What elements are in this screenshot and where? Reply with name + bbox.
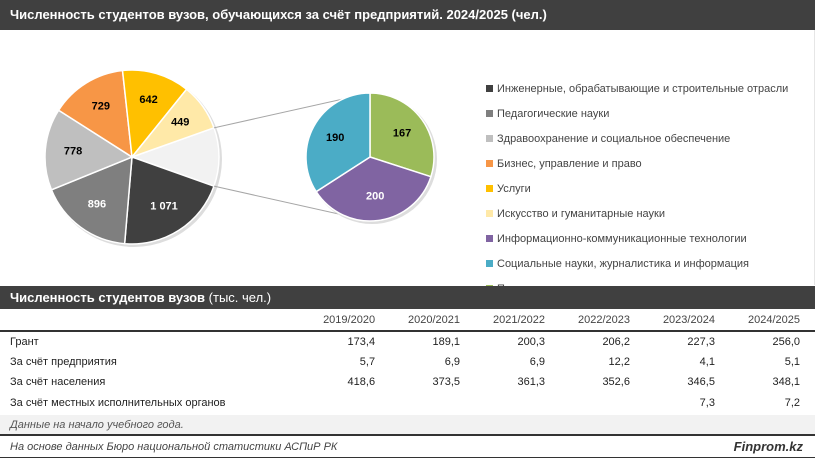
legend-label: Социальные науки, журналистика и информа… [497,257,749,270]
legend-item: Социальные науки, журналистика и информа… [486,251,788,276]
column-header: 2023/2024 [644,310,730,332]
legend-label: Бизнес, управление и право [497,157,642,170]
column-header: 2020/2021 [390,310,476,332]
table-cell: 7,2 [784,396,800,409]
column-header: 2019/2020 [305,310,391,332]
pie-of-pie-chart: 1 071 896 778 729 642 449 167 200 190 [44,69,437,247]
table-cell: 352,6 [602,376,630,389]
pie-slice [123,155,215,245]
brand-logo[interactable]: Finprom.kz [733,439,803,454]
table-cell: 12,2 [608,355,630,368]
pie-data-label: 449 [171,117,189,129]
table-cell [390,393,475,414]
table-cell: 6,9 [444,355,461,368]
legend-item: Здравоохранение и социальное обеспечение [486,126,788,151]
chart-area: 1 071 896 778 729 642 449 167 200 190 Инженерные… [0,30,815,295]
legend-item: Педагогические науки [486,101,788,126]
table-cell: 6,9 [529,355,545,368]
row-label: За счёт населения [10,376,106,389]
table-cell: 418,6 [347,376,376,389]
legend-item: Искусство и гуманитарные науки [486,201,788,226]
table-cell: 5,7 [359,355,376,368]
table-cell: 5,1 [784,355,800,368]
row-label: Грант [10,335,39,348]
table-cell: 206,2 [602,335,630,348]
pie-slice [44,109,134,191]
pie-slice [129,88,215,159]
table-header-row: 2019/2020 2020/2021 2021/2022 2022/2023 2023… [0,310,815,332]
table-cell: 346,5 [687,376,715,389]
chart-title: Численность студентов вузов, обучающихся… [0,0,815,30]
secondary-pie-slice [369,92,435,178]
pie-data-label: 896 [88,199,106,211]
legend-label: Педагогические науки [497,107,610,120]
table-title: Численность студентов вузов (тыс. чел.) [0,286,815,309]
table-row: За счёт местных исполнительных органов 7,… [0,393,815,414]
secondary-pie-data-label: 167 [393,128,411,140]
table-cell [475,393,560,414]
legend-label: Информационно-коммуникационные технологи… [497,232,747,245]
legend-item: Инженерные, обрабатывающие и строительны… [486,76,788,101]
legend-swatch-icon [486,210,493,217]
secondary-pie-data-label: 190 [326,132,344,144]
legend-swatch-icon [486,160,493,167]
column-header: 2022/2023 [560,310,645,332]
pie-slice [50,155,133,245]
secondary-pie-slice [305,92,371,193]
column-header: 2021/2022 [475,310,560,332]
legend-label: Здравоохранение и социальное обеспечение [497,132,731,145]
pie-data-label: 729 [92,101,110,113]
table-cell: 373,5 [432,376,461,389]
table-unit: (тыс. чел.) [208,290,272,305]
table-cell: 200,3 [517,335,545,348]
secondary-pie-data-label: 200 [366,190,384,202]
table-note: Данные на начало учебного года. [0,415,815,436]
table-row: За счёт населения 418,6 373,5 361,3 352,6 346… [0,372,815,393]
secondary-pie-slice [315,156,432,222]
table-cell [560,393,645,414]
legend-item: Информационно-коммуникационные технологи… [486,226,788,251]
legend-swatch-icon [486,110,493,117]
legend-label: Искусство и гуманитарные науки [497,207,665,220]
table-cell: 7,3 [699,396,715,409]
legend-swatch-icon [486,85,493,92]
table-title-text: Численность студентов вузов [10,290,206,305]
column-header: 2024/2025 [729,310,815,332]
row-label: За счёт предприятия [10,355,117,368]
row-label: За счёт местных исполнительных органов [10,396,226,409]
legend-swatch-icon [486,135,493,142]
table-cell: 189,1 [432,335,461,348]
legend: Инженерные, обрабатывающие и строительны… [486,76,788,301]
legend-label: Инженерные, обрабатывающие и строительны… [497,82,789,95]
header-empty [0,310,306,332]
legend-swatch-icon [486,235,493,242]
table-cell: 348,1 [772,376,800,389]
table-cell: 256,0 [772,335,800,348]
table-cell: 173,4 [347,335,376,348]
table-cell: 227,3 [687,335,715,348]
source-text: На основе данных Бюро национальной стати… [10,441,338,453]
legend-item: Бизнес, управление и право [486,151,788,176]
table-cell: 4,1 [699,355,715,368]
legend-swatch-icon [486,185,493,192]
table-row: Грант 173,4 189,1 200,3 206,2 227,3 256,0 [0,331,815,352]
legend-swatch-icon [486,260,493,267]
pie-data-label: 778 [64,146,82,158]
pie-slice [121,69,188,159]
table-cell [305,393,390,414]
legend-item: Услуги [486,176,788,201]
pie-data-label: 1 071 [150,201,178,213]
table-row: За счёт предприятия 5,7 6,9 6,9 12,2 4,1 5,1 [0,352,815,373]
pie-slice [57,69,133,159]
data-table: 2019/2020 2020/2021 2021/2022 2022/2023 2023… [0,310,815,413]
table-cell: 361,3 [517,376,545,389]
pie-data-label: 642 [139,94,157,106]
legend-label: Услуги [497,182,531,195]
